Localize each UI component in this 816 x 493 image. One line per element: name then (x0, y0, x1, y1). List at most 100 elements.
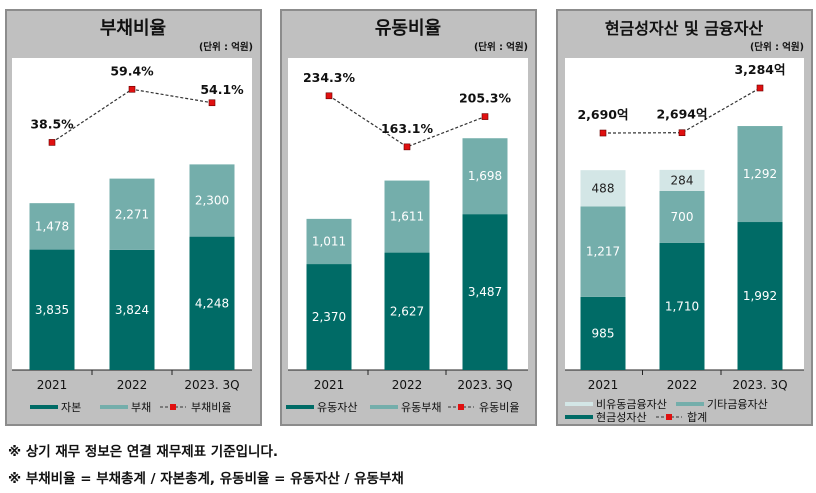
unit-label: (단위 : 억원) (750, 41, 804, 53)
bar-value-label: 700 (671, 210, 694, 224)
legend-label: 부채 (131, 401, 151, 414)
bar-유동자산 (384, 252, 430, 370)
legend-swatch (565, 402, 593, 406)
chart-title: 유동비율 (375, 18, 441, 39)
unit-label: (단위 : 억원) (474, 41, 528, 53)
bar-value-label: 3,824 (115, 303, 149, 317)
legend-label: 유동부채 (401, 401, 441, 414)
bar-유동자산 (306, 264, 352, 370)
line-marker (678, 129, 686, 137)
bar-value-label: 985 (592, 326, 615, 340)
bar-value-label: 3,487 (468, 285, 502, 299)
bar-현금성자산 (580, 296, 626, 370)
line-value-label: 2,690억 (577, 107, 628, 122)
line-유동비율 (328, 95, 486, 148)
x-tick-label: 2021 (37, 378, 68, 392)
line-value-label: 205.3% (459, 91, 512, 106)
bar-value-label: 1,611 (390, 210, 424, 224)
line-value-label: 38.5% (30, 116, 74, 131)
chart-title: 현금성자산 및 금융자산 (605, 19, 764, 38)
line-value-label: 3,284억 (734, 62, 785, 77)
note-formula: ※ 부채비율 = 부채총계 / 자본총계, 유동비율 = 유동자산 / 유동부채 (8, 471, 404, 487)
bar-value-label: 2,627 (390, 304, 424, 318)
legend-swatch (30, 405, 58, 409)
legend-marker (458, 404, 464, 410)
bar-value-label: 488 (592, 181, 615, 195)
line-value-label: 59.4% (110, 63, 154, 78)
legend-label: 부채비율 (191, 401, 231, 414)
line-value-label: 234.3% (303, 70, 356, 85)
x-tick-label: 2023. 3Q (732, 378, 787, 392)
bar-value-label: 1,698 (468, 169, 502, 183)
bar-자본 (29, 249, 75, 370)
chart-panel-2: 유동비율 (단위 : 억원) 2,370 1,011 2021 2,627 1,611 202… (280, 9, 537, 426)
unit-label: (단위 : 억원) (199, 41, 253, 53)
line-marker (208, 99, 216, 107)
bar-자본 (189, 236, 235, 370)
bar-유동부채 (384, 180, 430, 253)
x-tick-label: 2023. 3Q (457, 378, 512, 392)
bar-value-label: 284 (671, 173, 694, 187)
x-tick-label: 2022 (667, 378, 698, 392)
x-tick-label: 2021 (588, 378, 619, 392)
bar-value-label: 2,271 (115, 207, 149, 221)
bar-value-label: 4,248 (195, 296, 229, 310)
line-합계 (602, 87, 761, 134)
legend-label: 유동비율 (479, 401, 519, 414)
bar-value-label: 1,217 (586, 245, 620, 259)
bar-부채 (189, 164, 235, 237)
legend-swatch (676, 402, 704, 406)
x-tick-label: 2022 (392, 378, 423, 392)
line-value-label: 54.1% (200, 82, 244, 97)
line-marker (403, 143, 411, 151)
legend-label: 기타금융자산 (707, 398, 768, 411)
bar-기타금융자산 (659, 190, 705, 243)
legend-marker (666, 414, 672, 420)
charts-area: 부채비율 (단위 : 억원) 3,835 1,478 2021 3,824 2,271 202… (5, 9, 813, 426)
legend-swatch (370, 405, 398, 409)
x-tick-label: 2021 (314, 378, 345, 392)
bar-기타금융자산 (580, 206, 626, 297)
bar-부채 (29, 203, 75, 250)
bar-value-label: 1,478 (35, 219, 69, 233)
chart-panel-1: 부채비율 (단위 : 억원) 3,835 1,478 2021 3,824 2,271 202… (5, 9, 262, 426)
bar-value-label: 1,992 (743, 289, 777, 303)
legend-label: 유동자산 (317, 401, 357, 414)
legend-label: 합계 (687, 411, 707, 424)
chart-title: 부채비율 (100, 18, 166, 39)
note-basis: ※ 상기 재무 정보은 연결 재무제표 기준입니다. (8, 444, 279, 460)
line-marker (599, 129, 607, 137)
legend-swatch (100, 405, 128, 409)
bar-비유동금융자산 (580, 170, 626, 207)
bar-value-label: 1,710 (665, 299, 699, 313)
bar-부채 (109, 178, 155, 250)
bar-value-label: 2,370 (312, 310, 346, 324)
line-marker (756, 84, 764, 92)
x-tick-label: 2023. 3Q (184, 378, 239, 392)
bar-기타금융자산 (737, 126, 783, 223)
bar-유동자산 (462, 214, 508, 370)
legend-marker (170, 404, 176, 410)
line-marker (48, 139, 56, 146)
legend-swatch (565, 415, 593, 419)
line-value-label: 163.1% (381, 121, 434, 136)
bar-value-label: 1,011 (312, 234, 346, 248)
bar-value-label: 3,835 (35, 303, 69, 317)
bar-현금성자산 (737, 222, 783, 370)
line-marker (128, 85, 136, 93)
bar-비유동금융자산 (659, 169, 705, 191)
line-marker (481, 113, 489, 120)
legend-label: 현금성자산 (596, 411, 647, 424)
bar-value-label: 2,300 (195, 193, 229, 207)
legend-label: 자본 (61, 401, 81, 414)
bar-유동부채 (462, 138, 508, 215)
bar-현금성자산 (659, 242, 705, 370)
chart-panel-3: 현금성자산 및 금융자산 (단위 : 억원) 985 1,217 488 2021 1,71… (556, 9, 813, 426)
bar-유동부채 (306, 218, 352, 265)
line-value-label: 2,694억 (656, 107, 707, 122)
bar-자본 (109, 249, 155, 370)
legend-swatch (286, 405, 314, 409)
x-tick-label: 2022 (117, 378, 148, 392)
bar-value-label: 1,292 (743, 167, 777, 181)
legend-label: 비유동금융자산 (596, 398, 667, 411)
